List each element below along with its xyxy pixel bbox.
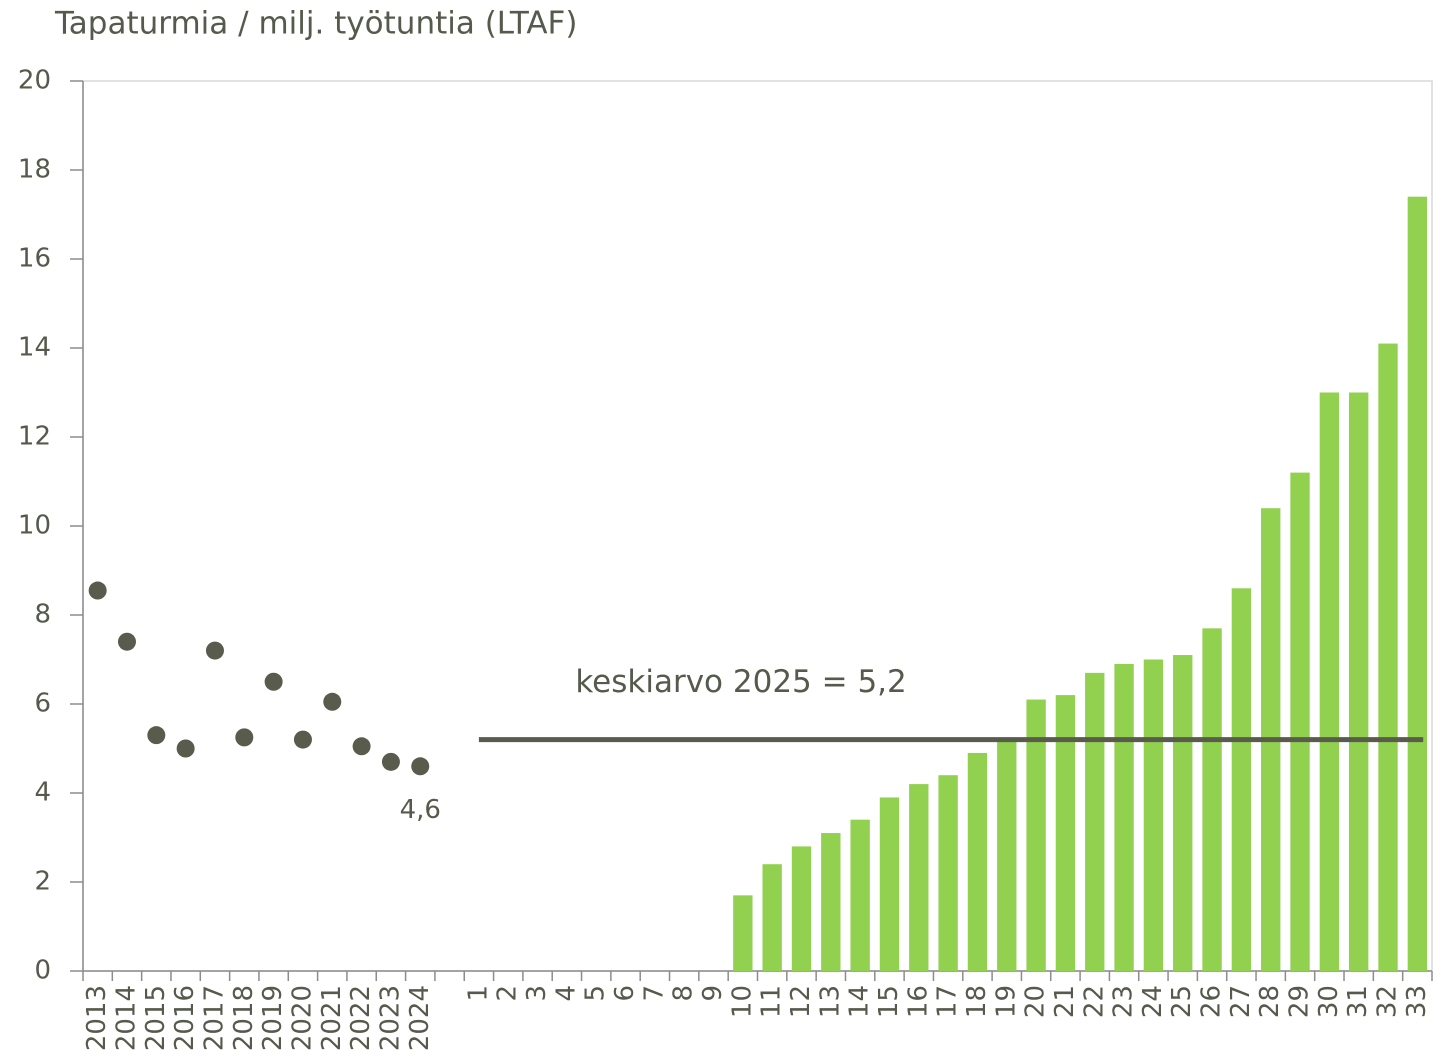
bar bbox=[821, 833, 841, 971]
x-tick-label: 28 bbox=[1255, 985, 1285, 1018]
dot bbox=[352, 737, 371, 756]
x-tick-label: 16 bbox=[903, 985, 933, 1018]
x-tick-label: 2023 bbox=[375, 985, 405, 1051]
y-tick-label: 16 bbox=[18, 244, 51, 274]
bar bbox=[997, 739, 1017, 971]
bar bbox=[1378, 343, 1398, 971]
x-tick-label: 26 bbox=[1197, 985, 1227, 1018]
bar bbox=[1114, 663, 1134, 971]
x-tick-label: 19 bbox=[991, 985, 1021, 1018]
x-tick-label: 3 bbox=[522, 985, 552, 1002]
x-tick-label: 1 bbox=[463, 985, 493, 1002]
y-tick-label: 6 bbox=[34, 689, 51, 719]
y-tick-label: 0 bbox=[34, 956, 51, 986]
bar bbox=[967, 752, 988, 971]
x-tick-label: 8 bbox=[669, 985, 699, 1002]
bar bbox=[733, 895, 753, 971]
dot bbox=[205, 641, 224, 660]
bar bbox=[850, 819, 870, 971]
x-tick-label: 10 bbox=[727, 985, 757, 1018]
x-tick-label: 2017 bbox=[199, 985, 229, 1051]
x-tick-label: 30 bbox=[1314, 985, 1344, 1018]
dot bbox=[235, 728, 254, 747]
dot bbox=[264, 672, 283, 691]
x-tick-label: 24 bbox=[1138, 985, 1168, 1018]
x-tick-label: 25 bbox=[1167, 985, 1197, 1018]
bar bbox=[1407, 196, 1428, 971]
value-label: 4,6 bbox=[400, 795, 441, 825]
y-tick-label: 2 bbox=[34, 867, 51, 897]
x-tick-label: 27 bbox=[1226, 985, 1256, 1018]
y-tick-label: 12 bbox=[18, 422, 51, 452]
y-tick-label: 4 bbox=[34, 778, 51, 808]
x-tick-label: 2024 bbox=[405, 985, 435, 1051]
x-tick-label: 21 bbox=[1050, 985, 1080, 1018]
x-tick-label: 32 bbox=[1373, 985, 1403, 1018]
bar bbox=[1055, 695, 1076, 971]
dot bbox=[88, 581, 107, 600]
y-tick-label: 8 bbox=[34, 600, 51, 630]
bar bbox=[1231, 588, 1252, 971]
y-tick-label: 14 bbox=[18, 333, 51, 363]
y-axis-title: Tapaturmia / milj. työtuntia (LTAF) bbox=[54, 6, 577, 42]
x-tick-label: 2020 bbox=[287, 985, 317, 1051]
x-tick-label: 17 bbox=[933, 985, 963, 1018]
x-tick-label: 2019 bbox=[258, 985, 288, 1051]
bar bbox=[1173, 655, 1193, 971]
x-tick-label: 5 bbox=[581, 985, 611, 1002]
bar bbox=[1319, 392, 1340, 971]
bar bbox=[879, 797, 900, 971]
x-tick-label: 20 bbox=[1021, 985, 1051, 1018]
x-tick-label: 13 bbox=[815, 985, 845, 1018]
dot bbox=[411, 757, 430, 776]
x-tick-label: 15 bbox=[874, 985, 904, 1018]
x-tick-label: 23 bbox=[1109, 985, 1139, 1018]
dot bbox=[381, 752, 400, 771]
bar bbox=[762, 864, 782, 971]
bar bbox=[1349, 392, 1369, 971]
x-tick-label: 2014 bbox=[111, 985, 141, 1051]
bar bbox=[909, 784, 929, 971]
y-tick-label: 20 bbox=[18, 66, 51, 96]
y-tick-label: 18 bbox=[18, 155, 51, 185]
bar bbox=[938, 775, 958, 971]
bar bbox=[1143, 659, 1164, 971]
bar bbox=[1202, 628, 1222, 971]
x-tick-label: 2018 bbox=[229, 985, 259, 1051]
x-tick-label: 14 bbox=[845, 985, 875, 1018]
dot bbox=[323, 692, 342, 711]
x-tick-label: 18 bbox=[962, 985, 992, 1018]
bar bbox=[1085, 672, 1105, 971]
x-tick-label: 12 bbox=[786, 985, 816, 1018]
x-tick-label: 22 bbox=[1079, 985, 1109, 1018]
x-tick-label: 2021 bbox=[317, 985, 347, 1051]
plot-frame bbox=[82, 80, 1433, 972]
x-tick-label: 6 bbox=[610, 985, 640, 1002]
x-tick-label: 29 bbox=[1285, 985, 1315, 1018]
bar bbox=[1026, 699, 1046, 971]
x-tick-label: 2022 bbox=[346, 985, 376, 1051]
x-tick-label: 31 bbox=[1343, 985, 1373, 1018]
x-tick-label: 2015 bbox=[141, 985, 171, 1051]
bar bbox=[791, 846, 812, 971]
dot bbox=[176, 739, 195, 758]
x-tick-label: 11 bbox=[757, 985, 787, 1018]
x-tick-label: 33 bbox=[1402, 985, 1432, 1018]
average-label: keskiarvo 2025 = 5,2 bbox=[575, 664, 906, 700]
x-tick-label: 2 bbox=[493, 985, 523, 1002]
x-tick-label: 2016 bbox=[170, 985, 200, 1051]
bar bbox=[1290, 472, 1310, 971]
x-tick-label: 4 bbox=[551, 985, 581, 1002]
dot bbox=[293, 730, 312, 749]
dot bbox=[147, 726, 166, 745]
x-tick-label: 9 bbox=[698, 985, 728, 1002]
x-tick-label: 7 bbox=[639, 985, 669, 1002]
dot bbox=[117, 632, 136, 651]
y-tick-label: 10 bbox=[18, 511, 51, 541]
x-tick-label: 2013 bbox=[82, 985, 112, 1051]
